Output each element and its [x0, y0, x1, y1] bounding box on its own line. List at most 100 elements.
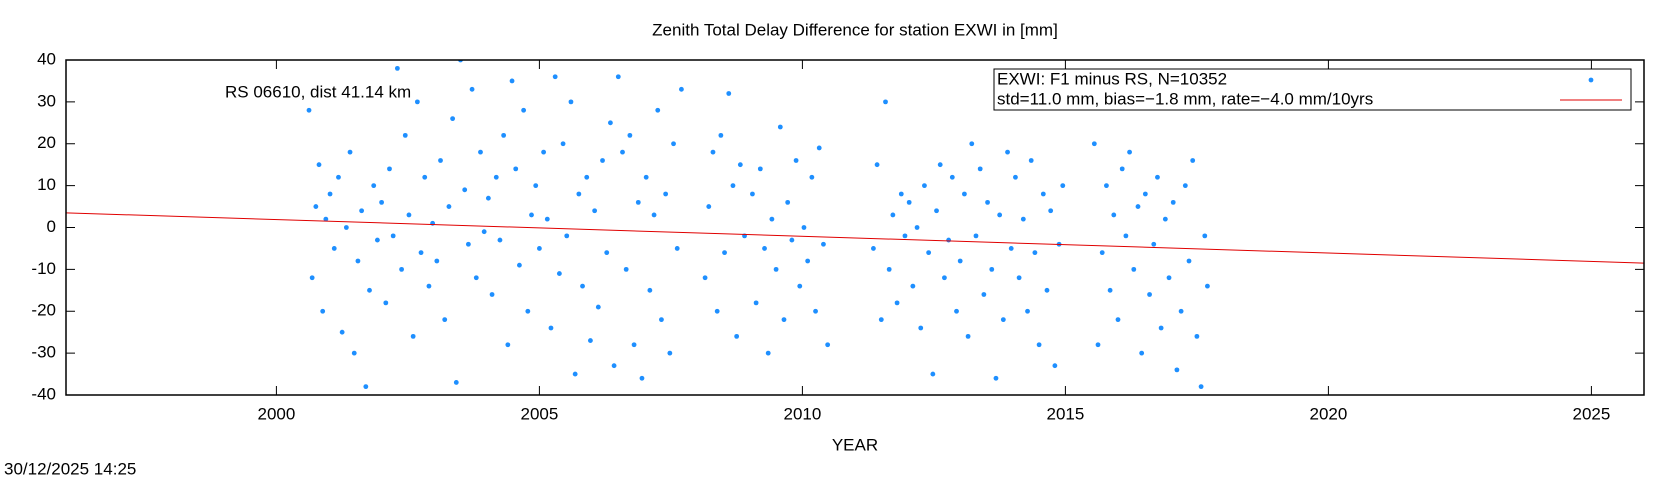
- plot-area: [66, 60, 1644, 390]
- data-point: [647, 287, 653, 293]
- data-point: [809, 174, 815, 180]
- data-point: [793, 158, 799, 163]
- annotation: RS 06610, dist 41.14 km: [225, 82, 411, 101]
- data-point: [434, 258, 440, 264]
- data-point: [1119, 166, 1125, 172]
- data-point: [1135, 204, 1141, 209]
- data-point: [734, 333, 740, 339]
- data-point: [478, 149, 483, 155]
- data-point: [623, 266, 629, 272]
- y-tick-label: -10: [31, 259, 56, 278]
- data-point: [1202, 233, 1208, 239]
- data-point: [1032, 250, 1038, 256]
- data-point: [1170, 199, 1176, 205]
- data-point: [1139, 350, 1145, 356]
- data-point: [1166, 275, 1172, 281]
- data-point: [316, 162, 322, 168]
- data-point: [1111, 212, 1117, 218]
- data-point: [1091, 141, 1097, 147]
- data-point: [965, 333, 971, 339]
- data-point: [320, 308, 326, 314]
- data-point: [777, 124, 783, 130]
- data-point: [406, 212, 412, 218]
- data-point: [604, 250, 610, 256]
- data-point: [930, 371, 936, 377]
- data-point: [969, 141, 975, 147]
- data-point: [871, 246, 876, 251]
- data-point: [497, 237, 503, 243]
- data-point: [679, 86, 684, 92]
- data-point: [769, 216, 775, 222]
- x-tick-label: 2015: [1046, 404, 1084, 423]
- data-point: [659, 317, 664, 323]
- data-point: [973, 233, 979, 239]
- data-point: [773, 266, 779, 272]
- data-point: [934, 208, 939, 214]
- data-point: [942, 275, 947, 281]
- data-point: [1020, 216, 1026, 222]
- data-point: [564, 233, 570, 239]
- data-point: [993, 375, 999, 381]
- data-point: [805, 258, 811, 264]
- data-point: [327, 191, 333, 197]
- data-point: [898, 191, 904, 197]
- y-tick-label: 10: [37, 175, 56, 194]
- data-point: [813, 308, 818, 314]
- data-point: [710, 149, 716, 155]
- data-point: [671, 141, 676, 147]
- data-point: [390, 233, 396, 239]
- data-point: [906, 199, 912, 205]
- chart-title: Zenith Total Delay Difference for statio…: [652, 20, 1058, 39]
- data-point: [886, 266, 892, 272]
- data-point: [816, 145, 822, 151]
- data-point: [537, 246, 542, 251]
- data-point: [651, 212, 657, 218]
- data-point: [493, 174, 499, 180]
- data-point: [339, 329, 345, 335]
- data-point: [1205, 283, 1210, 289]
- data-point: [355, 258, 361, 264]
- data-point: [762, 246, 767, 251]
- data-point: [997, 212, 1003, 218]
- data-point: [521, 107, 527, 113]
- y-tick-label: -30: [31, 343, 56, 362]
- data-point: [394, 65, 400, 71]
- data-point: [374, 237, 380, 243]
- data-point: [462, 187, 468, 193]
- data-point: [313, 204, 319, 209]
- data-point: [544, 216, 550, 222]
- data-point: [446, 204, 452, 209]
- data-point: [422, 174, 428, 180]
- data-point: [655, 107, 661, 113]
- data-point: [639, 375, 645, 381]
- data-point: [1155, 174, 1160, 180]
- data-point: [371, 183, 377, 189]
- data-point: [465, 241, 471, 247]
- data-point: [914, 225, 920, 230]
- data-point: [825, 342, 831, 348]
- data-point: [367, 287, 372, 293]
- data-point: [797, 283, 803, 289]
- data-point: [722, 250, 727, 256]
- data-point: [1162, 216, 1168, 222]
- data-point: [560, 141, 566, 147]
- data-point: [584, 174, 590, 180]
- data-point: [985, 199, 990, 205]
- data-point: [489, 292, 495, 297]
- data-point: [1060, 183, 1066, 189]
- data-point: [556, 271, 562, 276]
- x-tick-label: 2025: [1572, 404, 1610, 423]
- data-point: [1005, 149, 1010, 155]
- y-tick-label: 40: [37, 49, 56, 68]
- data-point: [469, 86, 475, 92]
- data-point: [548, 325, 554, 331]
- data-point: [1190, 158, 1196, 163]
- trend-line: [66, 212, 1644, 264]
- data-point: [414, 99, 420, 105]
- data-point: [1186, 258, 1192, 264]
- data-point: [714, 308, 720, 314]
- data-point: [821, 241, 826, 247]
- data-point: [874, 162, 880, 168]
- data-point: [922, 183, 927, 189]
- data-point: [517, 262, 522, 268]
